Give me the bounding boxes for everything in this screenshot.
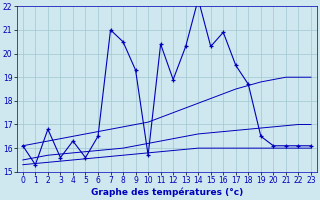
X-axis label: Graphe des températures (°c): Graphe des températures (°c) <box>91 188 243 197</box>
